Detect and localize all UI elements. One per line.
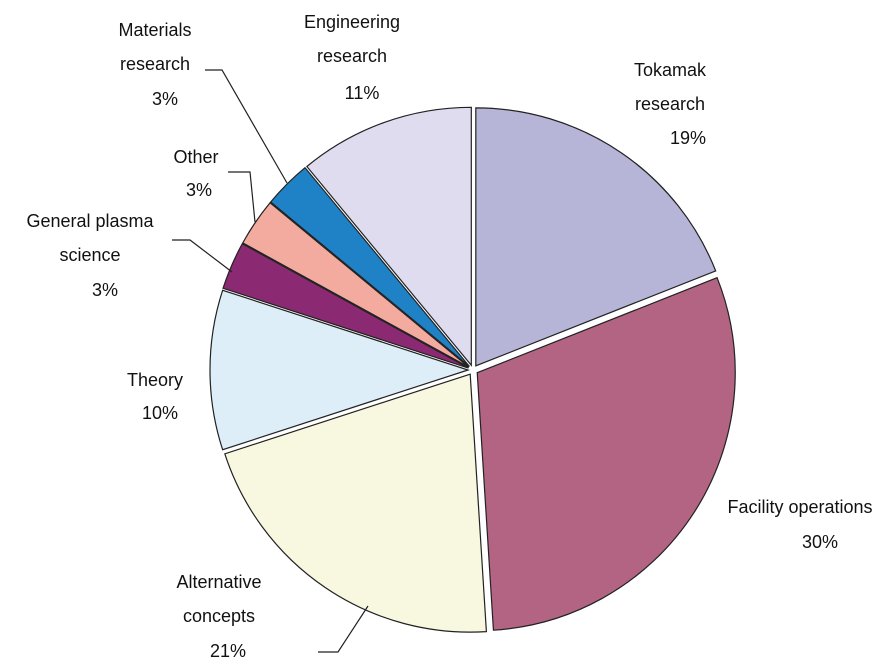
slice-value-label: 10% xyxy=(141,403,179,423)
slice-label: Materials research xyxy=(118,20,192,74)
slice-value-label: 30% xyxy=(801,532,839,552)
slice-value-label: 19% xyxy=(669,128,707,148)
slice-value-label: 21% xyxy=(209,641,247,661)
slice-label: Other xyxy=(173,147,219,167)
pie-slice xyxy=(209,289,470,451)
pie-slice xyxy=(269,166,470,367)
slice-label: Alternative concepts xyxy=(176,572,262,626)
slice-value-label: 3% xyxy=(151,89,179,109)
pie-slice xyxy=(476,276,736,631)
slice-value-label: 11% xyxy=(344,83,380,103)
leader-line xyxy=(228,171,256,223)
leader-line xyxy=(172,239,233,273)
slice-value-label: 3% xyxy=(185,180,213,200)
pie-slice xyxy=(224,373,488,633)
pie-slice xyxy=(241,201,470,368)
slice-label: General plasma science xyxy=(26,211,154,265)
slice-value-label: 3% xyxy=(91,280,119,300)
slice-label: Facility operations xyxy=(727,497,873,517)
pie-slice xyxy=(222,242,469,369)
pie-slice xyxy=(475,107,717,367)
pie-slice xyxy=(306,106,472,367)
slice-label: Theory xyxy=(126,370,184,390)
slice-label: Tokamak research xyxy=(633,60,707,114)
leader-line xyxy=(205,69,288,184)
slice-label: Engineering research xyxy=(303,12,401,66)
leader-line xyxy=(318,605,369,653)
